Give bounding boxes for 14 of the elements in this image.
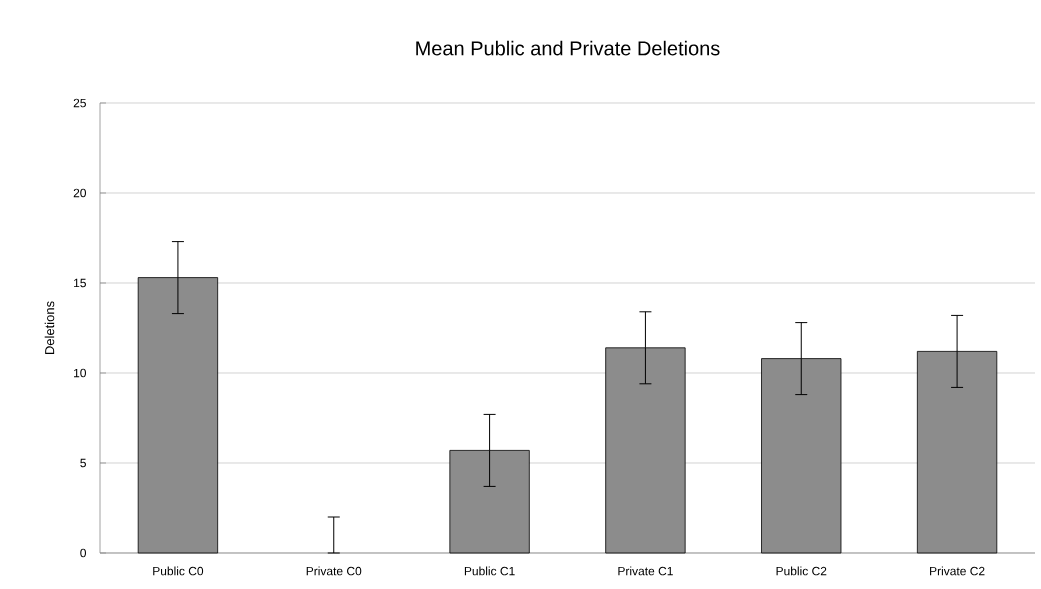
y-axis-title: Deletions <box>44 301 55 355</box>
y-tick-label: 15 <box>74 278 86 288</box>
x-tick-label: Private C2 <box>930 566 985 576</box>
x-tick-label: Private C1 <box>618 566 673 576</box>
x-tick-label: Public C2 <box>776 566 827 576</box>
y-tick-label: 5 <box>80 458 86 468</box>
x-tick-label: Public C0 <box>153 566 204 576</box>
y-tick-label: 20 <box>73 188 86 198</box>
chart-title: Mean Public and Private Deletions <box>416 40 720 56</box>
x-tick-label: Public C1 <box>464 566 515 576</box>
y-tick-label: 10 <box>74 368 86 378</box>
x-tick-label: Private C0 <box>306 566 362 576</box>
y-tick-label: 0 <box>80 548 86 558</box>
y-tick-label: 25 <box>73 98 86 108</box>
